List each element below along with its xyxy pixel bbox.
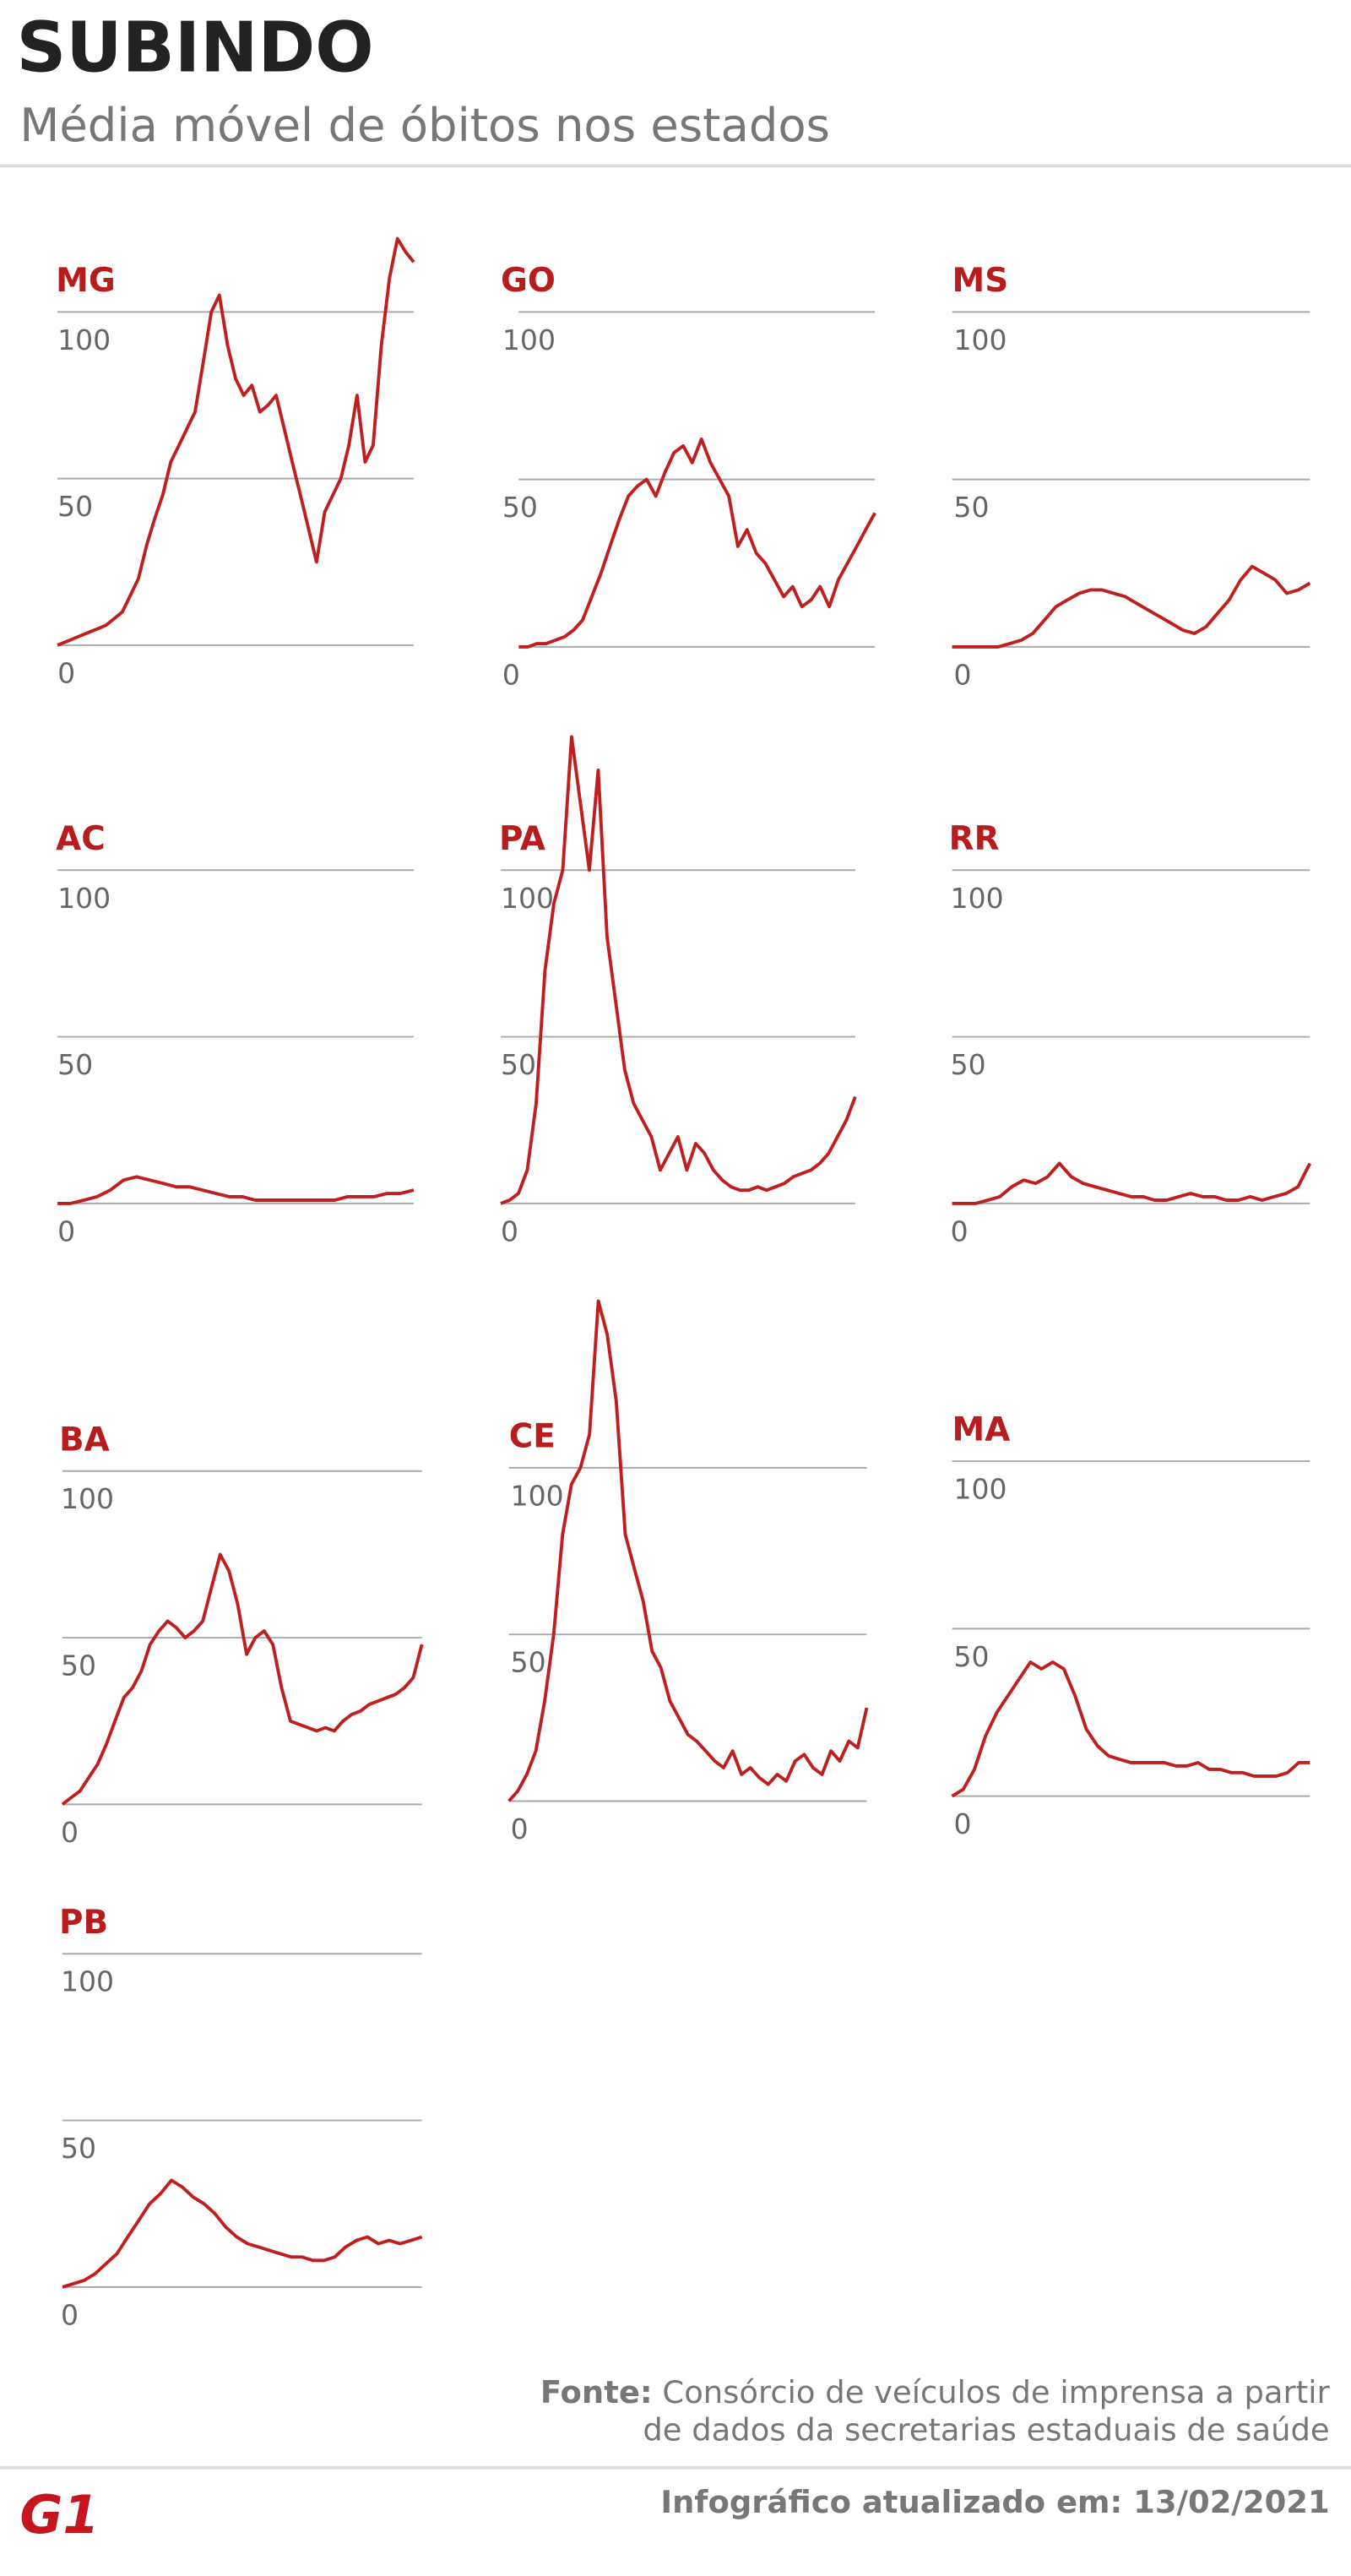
- y-tick-label: 0: [951, 1215, 968, 1247]
- data-line: [62, 2178, 423, 2289]
- y-tick-label: 0: [953, 658, 971, 691]
- y-tick-label: 0: [61, 1816, 79, 1849]
- panel-title: GO: [501, 262, 556, 300]
- data-line: [507, 1299, 869, 1802]
- data-line: [57, 236, 415, 647]
- y-tick-label: 50: [511, 1646, 546, 1679]
- source-text: Consórcio de veículos de imprensa a part…: [662, 2374, 1330, 2410]
- y-tick-label: 100: [502, 323, 556, 356]
- y-tick-label: 0: [511, 1812, 529, 1845]
- y-tick-label: 0: [502, 658, 520, 691]
- y-tick-label: 50: [61, 2132, 96, 2165]
- panel-title: PA: [499, 820, 545, 858]
- y-tick-label: 100: [57, 323, 111, 356]
- panel-title: MG: [56, 262, 116, 300]
- subtitle: Média móvel de óbitos nos estados: [19, 98, 830, 152]
- data-line: [500, 735, 857, 1205]
- data-line: [952, 1161, 1312, 1205]
- y-tick-label: 50: [61, 1649, 96, 1682]
- y-tick-label: 50: [502, 491, 538, 524]
- panel-title: BA: [59, 1421, 110, 1459]
- updated: Infográfico atualizado em: 13/02/2021: [660, 2484, 1329, 2520]
- panel-title: CE: [509, 1417, 556, 1455]
- data-line: [57, 1175, 415, 1205]
- panel-title: MS: [952, 262, 1009, 300]
- y-tick-label: 100: [61, 1482, 114, 1515]
- source-text: de dados da secretarias estaduais de saú…: [643, 2411, 1329, 2448]
- data-line: [61, 1552, 424, 1806]
- panel-title: PB: [59, 1904, 108, 1942]
- y-tick-label: 0: [501, 1215, 518, 1247]
- source-label: Fonte:: [540, 2374, 653, 2410]
- data-line: [518, 437, 876, 649]
- logo: G1: [19, 2484, 99, 2546]
- y-tick-label: 100: [951, 882, 1004, 915]
- y-tick-label: 50: [57, 490, 93, 523]
- data-line: [951, 1660, 1310, 1798]
- panel-title: AC: [56, 820, 106, 858]
- y-tick-label: 100: [501, 882, 554, 915]
- y-tick-label: 100: [953, 323, 1006, 356]
- y-tick-label: 50: [953, 1640, 989, 1673]
- panel-title: MA: [952, 1411, 1011, 1449]
- panel-title: RR: [949, 820, 1000, 858]
- y-tick-label: 50: [501, 1048, 536, 1081]
- title: SUBINDO: [17, 8, 374, 89]
- y-tick-label: 50: [57, 1048, 93, 1081]
- y-tick-label: 100: [57, 882, 111, 915]
- y-tick-label: 100: [511, 1479, 564, 1512]
- y-tick-label: 100: [61, 1965, 114, 1998]
- data-line: [952, 564, 1311, 649]
- y-tick-label: 100: [953, 1473, 1006, 1506]
- y-tick-label: 0: [953, 1807, 971, 1840]
- y-tick-label: 0: [57, 1215, 75, 1247]
- source-line: Fonte: Consórcio de veículos de imprensa…: [540, 2374, 1331, 2410]
- y-tick-label: 50: [953, 491, 989, 524]
- y-tick-label: 50: [951, 1048, 986, 1081]
- y-tick-label: 0: [57, 656, 75, 689]
- y-tick-label: 0: [61, 2298, 79, 2331]
